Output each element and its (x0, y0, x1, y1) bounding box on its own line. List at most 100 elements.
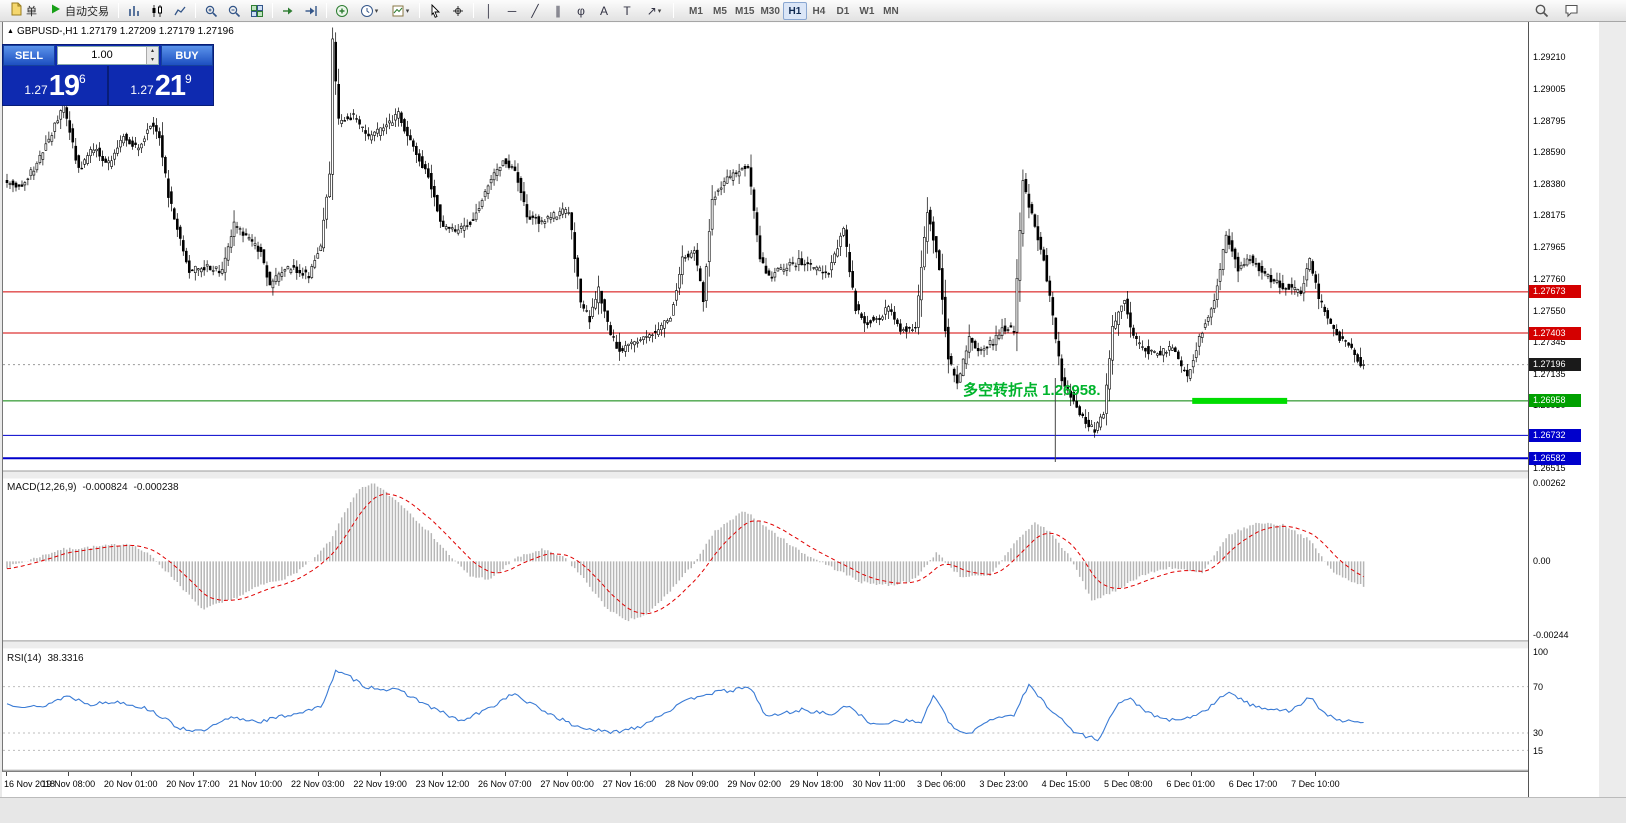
macd-name: MACD(12,26,9) (7, 482, 77, 493)
time-axis-label: 5 Dec 08:00 (1104, 779, 1153, 789)
sell-price-big: 19 (48, 70, 80, 102)
toolbar-separator (195, 3, 196, 18)
time-tick (68, 772, 70, 776)
text-icon: A (599, 3, 608, 18)
equidistant-channel-button[interactable]: ∥ (547, 1, 569, 21)
timeframe-m30[interactable]: M30 (760, 5, 780, 17)
timeframe-m1[interactable]: M1 (689, 5, 703, 17)
autotrading-button[interactable]: 自动交易 (43, 1, 114, 21)
fibonacci-button[interactable]: φ (570, 1, 592, 21)
chart-header: ▲ GBPUSD-,H1 1.27179 1.27209 1.27179 1.27… (7, 26, 234, 37)
time-axis-label: 4 Dec 15:00 (1041, 779, 1091, 789)
time-axis[interactable]: 16 Nov 2018 19 Nov 08:00 20 Nov 01:00 20 No… (2, 771, 1528, 797)
volume-down-button[interactable]: ▾ (147, 55, 158, 64)
timeframe-d1[interactable]: D1 (836, 5, 850, 17)
price-tag: 1.26582 (1529, 452, 1581, 465)
axis-label: 1.28795 (1533, 116, 1566, 126)
time-axis-label: 16 Nov 2018 (4, 779, 56, 789)
time-axis-label: 6 Dec 01:00 (1166, 779, 1215, 789)
zoom-out-icon (227, 4, 241, 18)
tile-windows-button[interactable] (246, 1, 268, 21)
axis-label: 1.28175 (1533, 210, 1566, 220)
crosshair-button[interactable] (447, 1, 469, 21)
trendline-icon: ╱ (531, 3, 539, 18)
chat-button[interactable] (1560, 1, 1582, 21)
autotrading-label: 自动交易 (65, 5, 109, 18)
zoom-out-button[interactable] (223, 1, 245, 21)
timeframe-mn[interactable]: MN (883, 5, 899, 17)
arrow-icon: ↗ (646, 3, 657, 18)
axis-label: 30 (1533, 728, 1544, 738)
volume-input[interactable]: 1.00 (91, 49, 113, 61)
trendline-button[interactable]: ╱ (524, 1, 546, 21)
symbol-title: GBPUSD-,H1 (16, 26, 79, 37)
one-click-trading-panel: SELL 1.00 ▴ ▾ BUY 1.27 19 6 1.27 21 9 (2, 44, 214, 106)
time-tick (754, 772, 756, 776)
sell-price[interactable]: 1.27 19 6 (3, 66, 107, 105)
symbol-marker-icon: ▲ (7, 28, 14, 35)
cursor-button[interactable] (424, 1, 446, 21)
axis-label: 0.00262 (1533, 478, 1566, 488)
time-axis-label: 6 Dec 17:00 (1228, 779, 1278, 789)
price-tag: 1.27196 (1529, 358, 1581, 371)
buy-price-pip: 9 (184, 72, 192, 86)
periods-button[interactable]: ▾ (354, 1, 384, 21)
time-tick (504, 772, 506, 776)
new-order-label: 单 (26, 5, 37, 18)
text-tool-button[interactable]: A (593, 1, 615, 21)
toolbar: 单 自动交易 ▾ ▾ │ ─ ╱ ∥ φ A T ↗ ▾ M1 M (0, 0, 1626, 22)
zoom-in-button[interactable] (200, 1, 222, 21)
timeframe-m15[interactable]: M15 (735, 5, 755, 17)
toolbar-separator (326, 3, 327, 18)
time-axis-label: 29 Nov 02:00 (727, 779, 781, 789)
time-tick (1190, 772, 1192, 776)
axis-label: -0.00244 (1533, 630, 1569, 640)
vertical-line-button[interactable]: │ (478, 1, 500, 21)
text-label-button[interactable]: T (616, 1, 638, 21)
macd-signal-value: -0.000238 (133, 482, 179, 493)
sell-button[interactable]: SELL (3, 45, 55, 66)
horizontal-line-button[interactable]: ─ (501, 1, 523, 21)
buy-price[interactable]: 1.27 21 9 (109, 66, 213, 105)
timeframe-h1[interactable]: H1 (782, 1, 807, 20)
tile-windows-icon (250, 4, 264, 18)
time-axis-label: 7 Dec 10:00 (1291, 779, 1340, 789)
volume-up-button[interactable]: ▴ (147, 47, 158, 56)
line-chart-button[interactable] (169, 1, 191, 21)
search-button[interactable] (1530, 1, 1552, 21)
timeframe-h4[interactable]: H4 (812, 5, 826, 17)
indicators-button[interactable] (331, 1, 353, 21)
time-axis-label: 28 Nov 09:00 (665, 779, 719, 789)
time-axis-label: 27 Nov 16:00 (602, 779, 657, 789)
chart-shift-button[interactable] (300, 1, 322, 21)
time-axis-label: 22 Nov 19:00 (353, 779, 407, 789)
time-tick (6, 772, 7, 776)
time-tick (691, 772, 693, 776)
axis-label: 15 (1533, 746, 1544, 756)
play-icon (48, 2, 62, 19)
bar-chart-icon (127, 4, 141, 18)
chart-shift-icon (304, 4, 318, 18)
buy-button[interactable]: BUY (161, 45, 213, 66)
auto-scroll-button[interactable] (277, 1, 299, 21)
new-order-button[interactable]: 单 (4, 1, 42, 21)
templates-button[interactable]: ▾ (385, 1, 415, 21)
axis-label: 70 (1533, 682, 1544, 692)
sell-price-prefix: 1.27 (24, 83, 48, 97)
price-chart[interactable] (2, 22, 1528, 771)
chat-icon (1564, 3, 1579, 18)
pivot-annotation[interactable]: 多空转折点 1.26958. (963, 382, 1101, 399)
candlestick-chart-button[interactable] (146, 1, 168, 21)
timeframe-w1[interactable]: W1 (859, 5, 875, 17)
toolbar-separator (673, 3, 674, 18)
time-tick (1253, 772, 1254, 776)
timeframe-m5[interactable]: M5 (713, 5, 727, 17)
bar-chart-button[interactable] (123, 1, 145, 21)
price-axis[interactable]: 1.29210 1.29005 1.28795 1.28590 1.28380 1.281… (1528, 22, 1599, 797)
time-tick (317, 772, 319, 776)
arrows-tool-button[interactable]: ↗ ▾ (639, 1, 669, 21)
rsi-value: 38.3316 (47, 653, 84, 664)
text-label-icon: T (623, 3, 631, 18)
crosshair-icon (451, 4, 465, 18)
